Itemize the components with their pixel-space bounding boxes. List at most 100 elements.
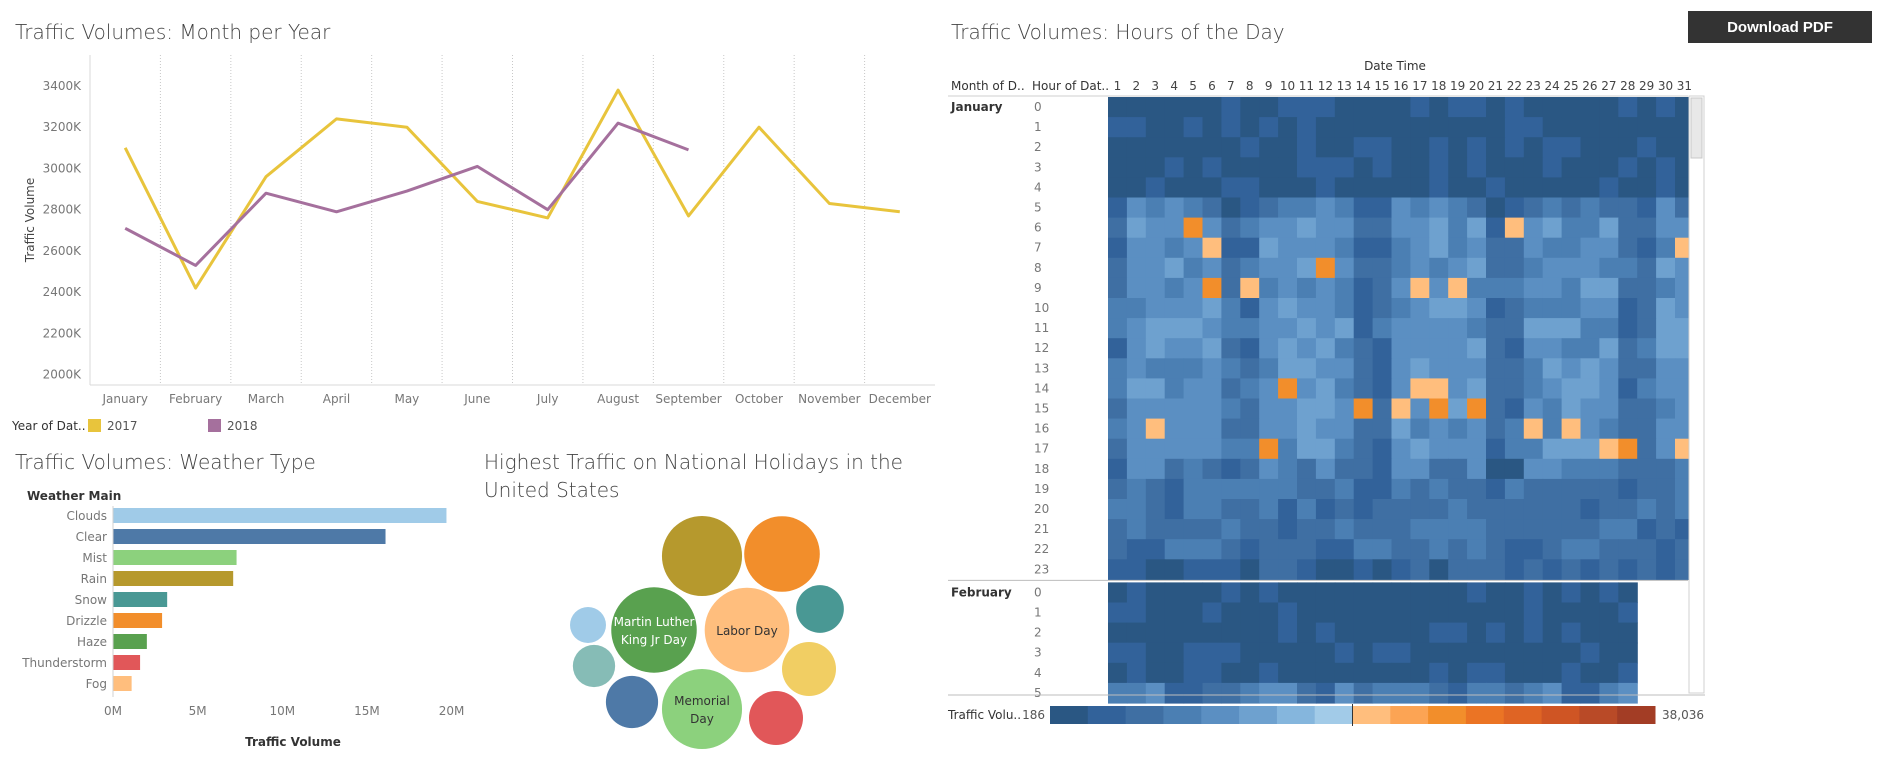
heatmap-cell[interactable]	[1259, 438, 1279, 460]
heatmap-cell[interactable]	[1580, 257, 1601, 279]
heatmap-cell[interactable]	[1542, 539, 1563, 560]
heatmap-cell[interactable]	[1372, 298, 1393, 319]
heatmap-cell[interactable]	[1315, 277, 1336, 299]
heatmap-cell[interactable]	[1259, 682, 1279, 704]
heatmap-cell[interactable]	[1259, 499, 1279, 520]
heatmap-cell[interactable]	[1467, 137, 1487, 158]
heatmap-cell[interactable]	[1467, 117, 1487, 138]
heatmap-cell[interactable]	[1108, 418, 1128, 440]
heatmap-scrollbar-track[interactable]	[1688, 95, 1705, 694]
heatmap-cell[interactable]	[1523, 539, 1544, 560]
heatmap-cell[interactable]	[1108, 217, 1128, 239]
heatmap-cell[interactable]	[1448, 117, 1468, 138]
heatmap-cell[interactable]	[1145, 662, 1166, 684]
heatmap-cell[interactable]	[1183, 237, 1204, 259]
heatmap-cell[interactable]	[1108, 519, 1128, 540]
heatmap-cell[interactable]	[1391, 277, 1412, 299]
heatmap-cell[interactable]	[1183, 318, 1204, 339]
heatmap-cell[interactable]	[1315, 338, 1336, 359]
heatmap-cell[interactable]	[1504, 157, 1525, 178]
heatmap-cell[interactable]	[1108, 602, 1128, 624]
heatmap-cell[interactable]	[1334, 97, 1355, 118]
heatmap-cell[interactable]	[1202, 622, 1223, 644]
heatmap-cell[interactable]	[1429, 157, 1449, 178]
heatmap-cell[interactable]	[1353, 338, 1374, 359]
heatmap-cell[interactable]	[1278, 559, 1298, 580]
heatmap-cell[interactable]	[1523, 378, 1544, 400]
heatmap-cell[interactable]	[1164, 559, 1185, 580]
heatmap-cell[interactable]	[1618, 418, 1638, 440]
heatmap-cell[interactable]	[1467, 438, 1487, 460]
heatmap-cell[interactable]	[1410, 277, 1430, 299]
heatmap-cell[interactable]	[1429, 338, 1449, 359]
heatmap-cell[interactable]	[1202, 602, 1223, 624]
heatmap-cell[interactable]	[1221, 519, 1241, 540]
heatmap-cell[interactable]	[1542, 418, 1563, 440]
heatmap-cell[interactable]	[1504, 277, 1525, 299]
heatmap-cell[interactable]	[1599, 559, 1619, 580]
heatmap-cell[interactable]	[1183, 418, 1204, 440]
heatmap-cell[interactable]	[1145, 318, 1166, 339]
heatmap-cell[interactable]	[1297, 559, 1317, 580]
heatmap-cell[interactable]	[1580, 418, 1601, 440]
heatmap-cell[interactable]	[1391, 257, 1412, 279]
heatmap-cell[interactable]	[1637, 318, 1657, 339]
heatmap-cell[interactable]	[1410, 582, 1430, 604]
heatmap-cell[interactable]	[1126, 338, 1147, 359]
heatmap-cell[interactable]	[1637, 97, 1657, 118]
heatmap-cell[interactable]	[1372, 582, 1393, 604]
heatmap-cell[interactable]	[1467, 177, 1487, 199]
heatmap-cell[interactable]	[1278, 137, 1298, 158]
heatmap-cell[interactable]	[1145, 257, 1166, 279]
heatmap-cell[interactable]	[1580, 622, 1601, 644]
heatmap-cell[interactable]	[1372, 378, 1393, 400]
heatmap-cell[interactable]	[1618, 458, 1638, 480]
heatmap-cell[interactable]	[1542, 237, 1563, 259]
heatmap-cell[interactable]	[1221, 177, 1241, 199]
heatmap-cell[interactable]	[1259, 519, 1279, 540]
heatmap-cell[interactable]	[1183, 338, 1204, 359]
heatmap-cell[interactable]	[1297, 277, 1317, 299]
heatmap-cell[interactable]	[1126, 117, 1147, 138]
heatmap-cell[interactable]	[1334, 539, 1355, 560]
heatmap-cell[interactable]	[1410, 177, 1430, 199]
heatmap-cell[interactable]	[1315, 582, 1336, 604]
heatmap-cell[interactable]	[1656, 177, 1676, 199]
heatmap-cell[interactable]	[1259, 358, 1279, 379]
heatmap-cell[interactable]	[1126, 97, 1147, 118]
heatmap-cell[interactable]	[1561, 217, 1582, 239]
heatmap-cell[interactable]	[1297, 478, 1317, 500]
heatmap-cell[interactable]	[1410, 197, 1430, 219]
heatmap-cell[interactable]	[1467, 277, 1487, 299]
heatmap-cell[interactable]	[1164, 602, 1185, 624]
heatmap-cell[interactable]	[1126, 519, 1147, 540]
heatmap-cell[interactable]	[1315, 137, 1336, 158]
bubble-holiday-7[interactable]	[572, 644, 616, 688]
heatmap-cell[interactable]	[1202, 438, 1223, 460]
heatmap-cell[interactable]	[1183, 157, 1204, 178]
bar-fog[interactable]	[113, 676, 132, 691]
heatmap-cell[interactable]	[1164, 277, 1185, 299]
heatmap-cell[interactable]	[1240, 378, 1260, 400]
heatmap-cell[interactable]	[1467, 458, 1487, 480]
heatmap-cell[interactable]	[1315, 622, 1336, 644]
heatmap-cell[interactable]	[1240, 622, 1260, 644]
heatmap-cell[interactable]	[1221, 237, 1241, 259]
heatmap-cell[interactable]	[1278, 662, 1298, 684]
heatmap-cell[interactable]	[1202, 257, 1223, 279]
heatmap-cell[interactable]	[1656, 478, 1676, 500]
heatmap-cell[interactable]	[1164, 499, 1185, 520]
heatmap-cell[interactable]	[1542, 197, 1563, 219]
heatmap-cell[interactable]	[1372, 197, 1393, 219]
heatmap-cell[interactable]	[1145, 177, 1166, 199]
heatmap-cell[interactable]	[1145, 438, 1166, 460]
heatmap-cell[interactable]	[1259, 97, 1279, 118]
heatmap-cell[interactable]	[1108, 237, 1128, 259]
heatmap-cell[interactable]	[1372, 458, 1393, 480]
heatmap-cell[interactable]	[1599, 237, 1619, 259]
heatmap-cell[interactable]	[1297, 418, 1317, 440]
heatmap-cell[interactable]	[1391, 117, 1412, 138]
heatmap-cell[interactable]	[1599, 602, 1619, 624]
bar-thunderstorm[interactable]	[113, 655, 141, 670]
heatmap-cell[interactable]	[1410, 418, 1430, 440]
